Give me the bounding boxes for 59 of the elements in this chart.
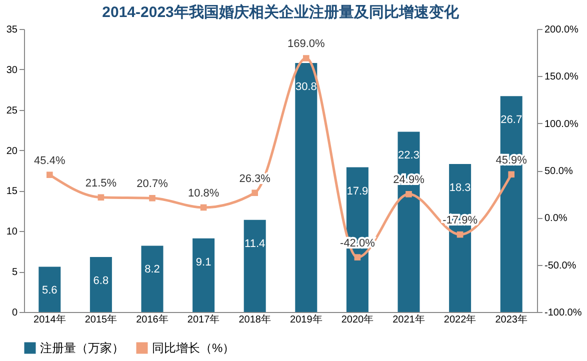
point — [252, 190, 258, 196]
y-tick-label: 20 — [6, 146, 18, 157]
chart-title: 2014-2023年我国婚庆相关企业注册量及同比增速变化 — [102, 3, 460, 21]
x-tick-label: 2017年 — [187, 314, 220, 326]
x-tick-label: 2015年 — [84, 314, 118, 326]
bar — [141, 246, 164, 312]
y2-tick-label: 50.0% — [544, 166, 573, 177]
point — [200, 204, 207, 211]
x-tick-label: 2019年 — [290, 314, 322, 326]
data-label: 5.6 — [42, 284, 58, 297]
point — [302, 55, 310, 62]
data-label: 17.9 — [346, 185, 368, 198]
bar — [192, 238, 215, 312]
y2-tick-label: 150.0% — [544, 72, 579, 83]
y2-tick-label: 0.0% — [544, 213, 568, 224]
bar — [90, 257, 112, 312]
bar — [38, 266, 61, 312]
bar — [295, 62, 318, 312]
y-tick-label: 0 — [12, 308, 18, 318]
y2-tick-label: -50.0% — [544, 260, 576, 272]
point — [508, 171, 515, 178]
data-label: 22.3 — [398, 150, 420, 162]
x-tick-label: 2018年 — [238, 314, 271, 326]
x-tick-label: 2021年 — [392, 314, 425, 326]
data-label: 18.3 — [449, 182, 471, 194]
bar — [244, 220, 266, 312]
data-label: 8.2 — [144, 264, 160, 276]
y-tick-label: 10 — [6, 226, 18, 238]
point — [354, 254, 361, 260]
point — [456, 231, 464, 238]
x-tick-label: 2022年 — [444, 314, 476, 326]
point — [149, 194, 156, 202]
x-tick-label: 2020年 — [341, 314, 374, 326]
legend-label: 同比增长（%） — [152, 341, 235, 355]
y-tick-label: 15 — [6, 186, 18, 198]
data-label: 26.7 — [500, 114, 522, 126]
data-label: 45.4% — [34, 154, 66, 167]
y2-tick-label: 100.0% — [544, 118, 579, 130]
data-label: 21.5% — [85, 177, 117, 190]
point — [98, 194, 104, 201]
y2-tick-label: 200.0% — [544, 24, 579, 36]
y-tick-label: 25 — [6, 105, 18, 116]
point — [406, 191, 412, 198]
data-label: 20.7% — [136, 178, 168, 190]
point — [46, 172, 53, 178]
data-label: 10.8% — [188, 187, 220, 200]
y-tick-label: 5 — [12, 267, 18, 278]
data-label: 11.4 — [244, 238, 266, 250]
y-tick-label: 35 — [6, 24, 18, 36]
x-tick-label: 2023年 — [495, 314, 528, 326]
y-tick-label: 30 — [6, 64, 18, 76]
data-label: 9.1 — [196, 256, 212, 268]
y2-tick-label: -100.0% — [544, 308, 582, 318]
data-label: 6.8 — [93, 275, 109, 288]
x-tick-label: 2014年 — [34, 314, 66, 326]
data-label: 169.0% — [287, 38, 326, 50]
data-label: 30.8 — [295, 80, 317, 93]
x-tick-label: 2016年 — [136, 314, 168, 326]
legend-label: 注册量（万家） — [40, 341, 124, 355]
